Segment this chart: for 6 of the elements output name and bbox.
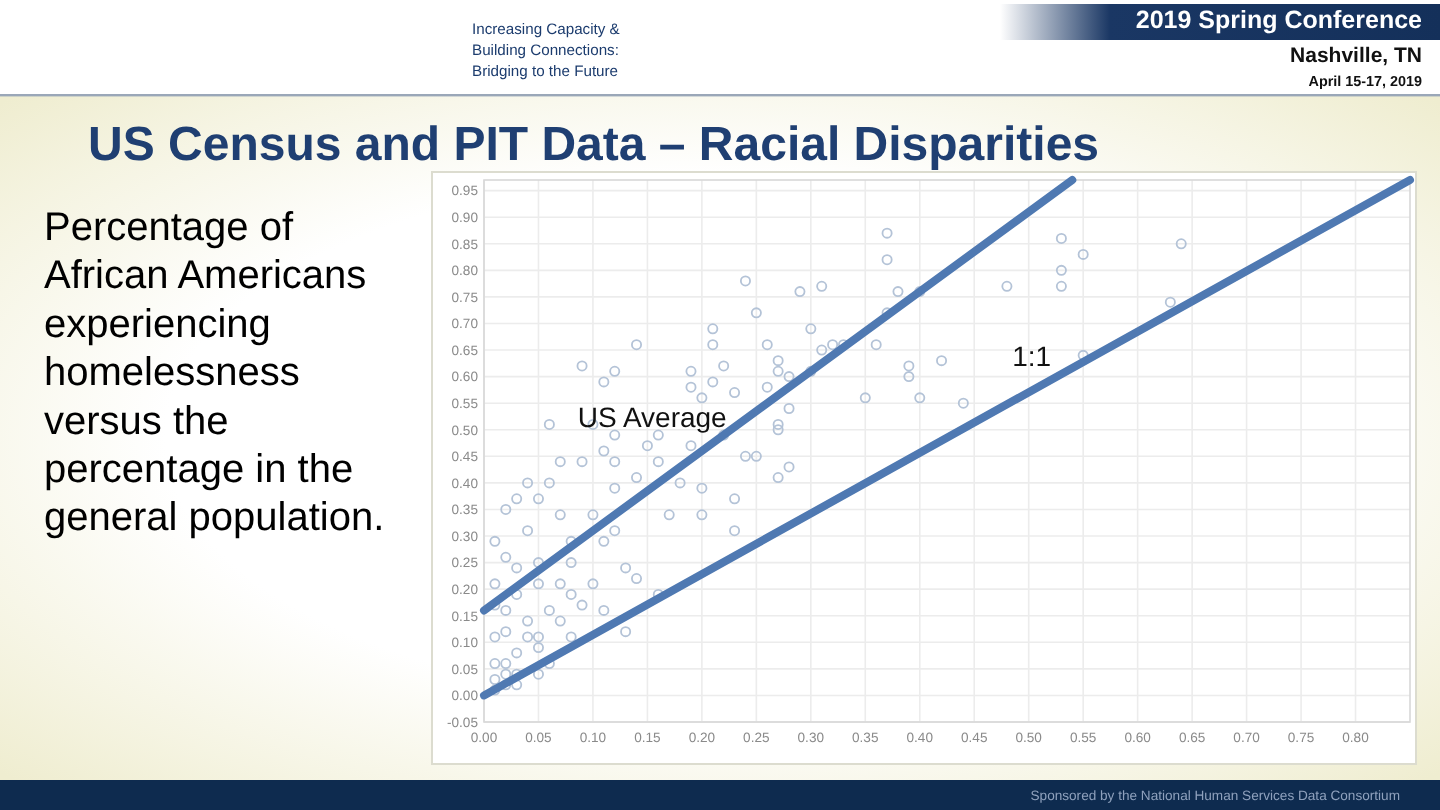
series-label: US Average	[577, 400, 728, 433]
text: Percentage of African Americans experiencing homelessness versus the percentage in the general population.	[44, 206, 385, 541]
text: 2019 Spring Conference	[1135, 6, 1423, 34]
series-label: 1:1	[1012, 340, 1052, 373]
text: Nashville, TN	[1290, 44, 1422, 68]
chart-title: US Census and PIT Data – Racial Disparities	[88, 118, 1100, 172]
